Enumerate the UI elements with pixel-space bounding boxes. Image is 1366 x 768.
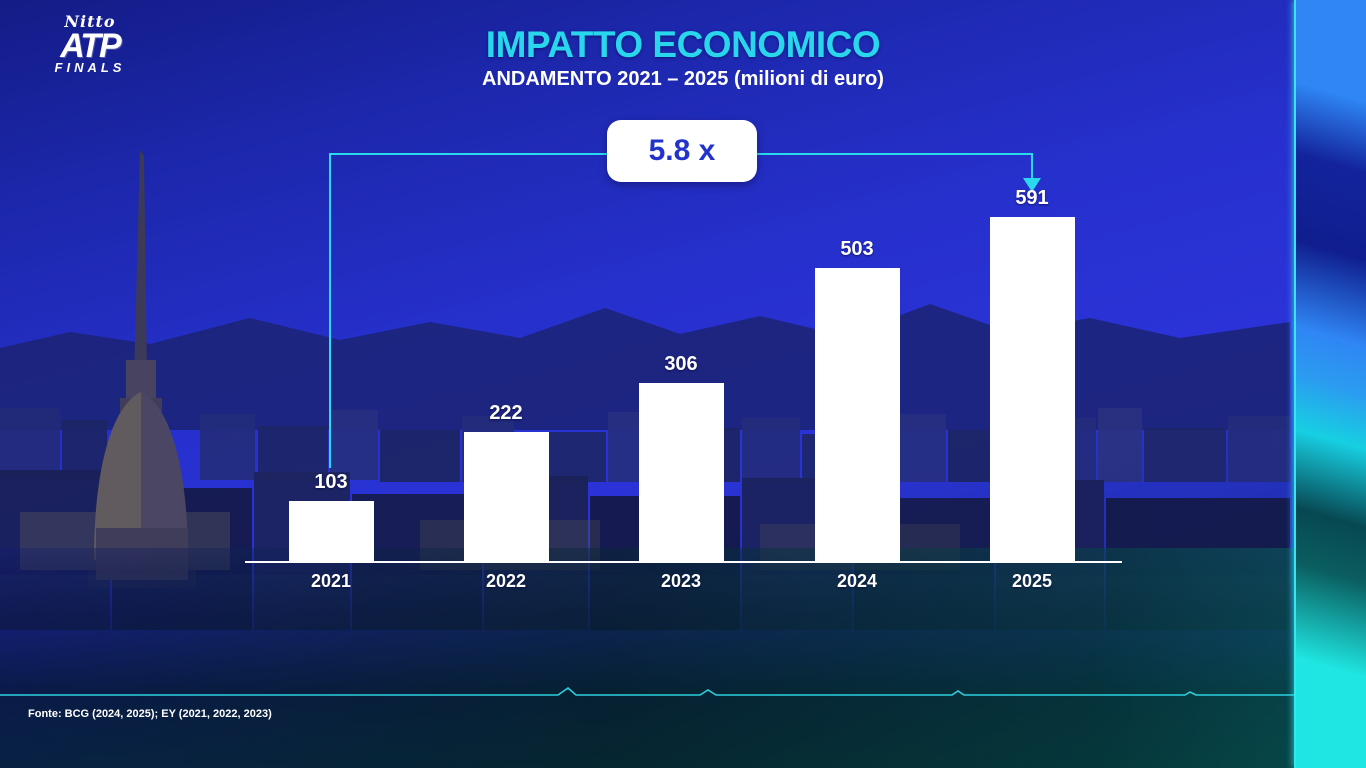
x-axis-label-2023: 2023 [660, 571, 702, 591]
signal-line-decoration [0, 686, 1366, 696]
source-note: Fonte: BCG (2024, 2025); EY (2021, 2022,… [28, 708, 272, 720]
bar-group-2025: 591 [972, 187, 1092, 561]
bracket-line-right [1031, 153, 1033, 179]
bar-value-label: 503 [840, 238, 874, 260]
multiplier-callout: 5.8 x [607, 120, 757, 182]
bar-2022 [463, 432, 549, 561]
glitch-edge-band [1294, 0, 1366, 768]
bar-group-2021: 103 [271, 471, 391, 561]
bar-2023 [638, 383, 724, 561]
arrow-down-icon [1023, 178, 1041, 192]
x-axis-label-2021: 2021 [310, 571, 352, 591]
bottom-gradient-overlay [0, 548, 1366, 768]
logo-finals-text: FINALS [54, 60, 126, 75]
page-subtitle: ANDAMENTO 2021 – 2025 (milioni di euro) [482, 68, 884, 90]
logo-atp-text: ATP [60, 27, 121, 65]
chart-baseline [245, 561, 1122, 563]
multiplier-value: 5.8 x [648, 134, 716, 167]
bar-2025 [989, 217, 1075, 561]
bar-value-label: 591 [1015, 187, 1049, 209]
bar-value-label: 103 [314, 471, 348, 493]
bracket-line-left [329, 154, 331, 468]
bar-value-label: 306 [664, 353, 698, 375]
nitto-atp-finals-logo: Nitto ATP FINALS [30, 12, 150, 75]
bar-group-2024: 503 [797, 238, 917, 561]
logo-nitto-text: Nitto [64, 12, 116, 31]
page-title: IMPATTO ECONOMICO [485, 24, 881, 65]
bar-value-label: 222 [489, 402, 523, 424]
bar-2021 [288, 501, 374, 561]
bar-group-2022: 222 [446, 402, 566, 561]
x-axis-label-2024: 2024 [836, 571, 878, 591]
mole-antonelliana-silhouette [88, 150, 196, 588]
bar-2024 [814, 268, 900, 561]
x-axis-label-2022: 2022 [485, 571, 527, 591]
bar-group-2023: 306 [621, 353, 741, 561]
x-axis-label-2025: 2025 [1011, 571, 1053, 591]
